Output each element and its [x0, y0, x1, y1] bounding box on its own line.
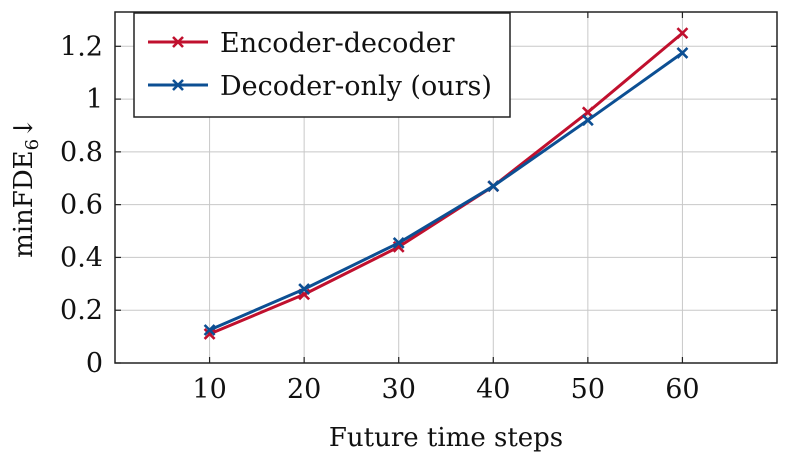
- y-axis-title-arrow: ↓: [9, 117, 39, 139]
- series-2-point: [487, 180, 500, 193]
- legend-label-1: Encoder-decoder: [220, 28, 455, 59]
- y-axis-title-main: minFDE: [9, 150, 39, 258]
- series-line-2: [208, 51, 684, 332]
- y-axis-title: minFDE6↓: [9, 117, 43, 258]
- x-tick-label: 10: [192, 374, 226, 405]
- series-2-point: [392, 237, 405, 249]
- series-2-point: [203, 324, 216, 336]
- marker-stroke: [581, 114, 594, 127]
- y-tick-label: 0: [86, 348, 103, 379]
- series-2-point: [581, 114, 594, 127]
- x-tick-label: 30: [382, 374, 416, 405]
- marker-stroke: [392, 240, 405, 253]
- marker-stroke: [676, 27, 689, 40]
- series-2-point: [676, 46, 689, 59]
- y-tick-label: 0.2: [60, 295, 103, 326]
- legend-box: [133, 12, 511, 118]
- series-2-point: [298, 283, 311, 296]
- x-tick-label: 40: [476, 374, 510, 405]
- legend: Encoder-decoder Decoder-only (ours): [133, 12, 511, 118]
- series-1-point: [203, 328, 216, 340]
- marker-stroke: [203, 324, 216, 336]
- legend-marker-2: [172, 79, 184, 91]
- marker-stroke: [487, 180, 500, 193]
- series-line-1: [208, 31, 684, 336]
- series-1-point: [676, 27, 689, 40]
- series-lines: [203, 27, 689, 340]
- x-tick-label: 60: [665, 374, 699, 405]
- y-tick-label: 0.8: [60, 137, 103, 168]
- legend-label-2: Decoder-only (ours): [220, 71, 492, 102]
- x-tick-label: 50: [571, 374, 605, 405]
- y-tick-label: 1.2: [60, 31, 103, 62]
- marker-stroke: [298, 283, 311, 296]
- marker-stroke: [392, 237, 405, 249]
- plot-frame: [114, 11, 778, 364]
- y-tick-label: 0.6: [60, 190, 103, 221]
- marker-stroke: [172, 36, 184, 48]
- y-tick-label: 0.4: [60, 242, 103, 273]
- x-tick-label: 20: [287, 374, 321, 405]
- marker-stroke: [203, 328, 216, 340]
- legend-marker-1: [172, 36, 184, 48]
- y-tick-label: 1: [86, 84, 103, 115]
- x-axis-title: Future time steps: [329, 423, 563, 453]
- marker-stroke: [172, 79, 184, 91]
- y-axis-title-subscript: 6: [22, 139, 43, 150]
- axis-ticks: 10 20 30 40 50 60 0 0.2 0.4 0.6 0.8 1 1.2: [60, 12, 777, 405]
- marker-stroke: [676, 46, 689, 59]
